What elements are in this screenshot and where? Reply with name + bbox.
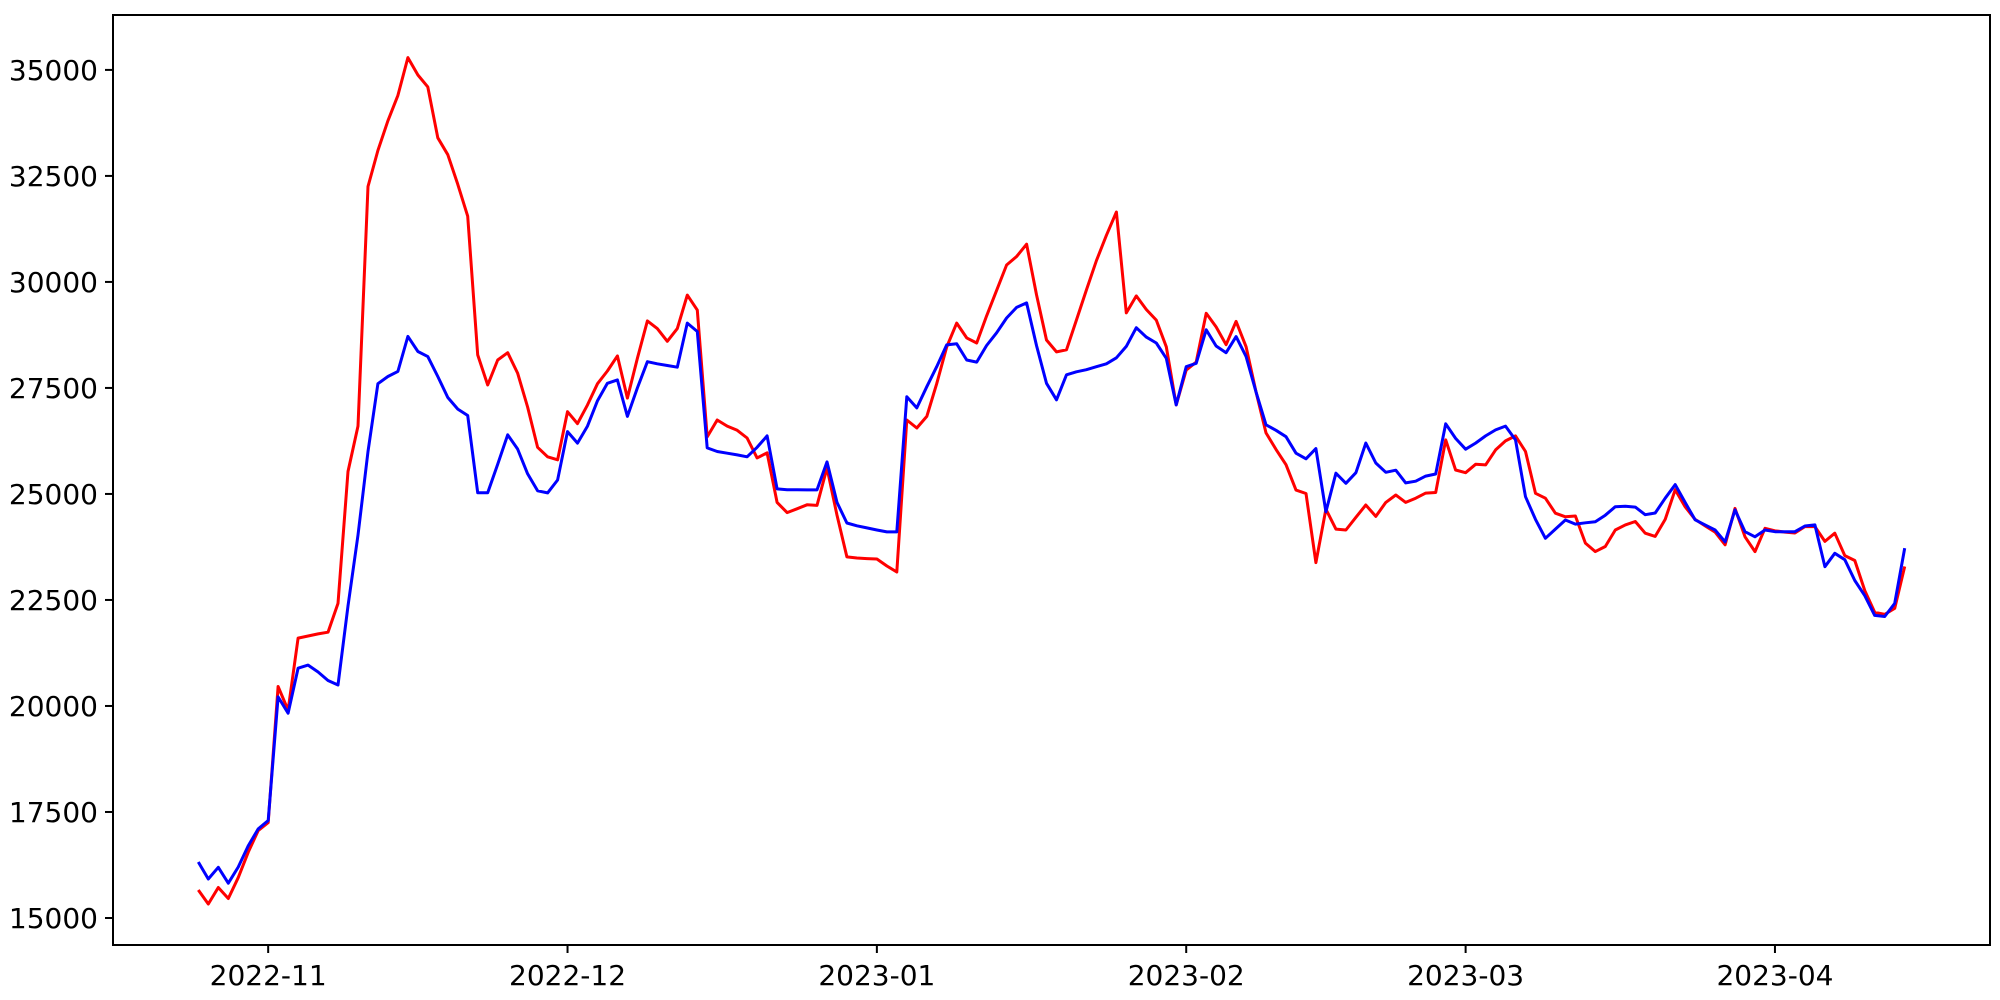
blue-series-line (197, 301, 1907, 885)
x-tick-label: 2022-11 (210, 959, 327, 992)
x-tick-label: 2023-03 (1407, 959, 1524, 992)
y-tick-label: 20000 (9, 690, 98, 723)
y-tick-label: 22500 (9, 584, 98, 617)
y-tick-label: 17500 (9, 796, 98, 829)
y-tick-label: 15000 (9, 902, 98, 935)
x-tick-label: 2022-12 (509, 959, 626, 992)
y-tick-label: 27500 (9, 372, 98, 405)
plot-border (112, 14, 1991, 946)
y-tick-label: 35000 (9, 54, 98, 87)
y-tick-label: 25000 (9, 478, 98, 511)
red-series-line (197, 56, 1907, 906)
x-tick-label: 2023-04 (1716, 959, 1833, 992)
x-tick-label: 2023-02 (1128, 959, 1245, 992)
x-tick-label: 2023-01 (818, 959, 935, 992)
y-tick-label: 30000 (9, 266, 98, 299)
y-tick-label: 32500 (9, 160, 98, 193)
